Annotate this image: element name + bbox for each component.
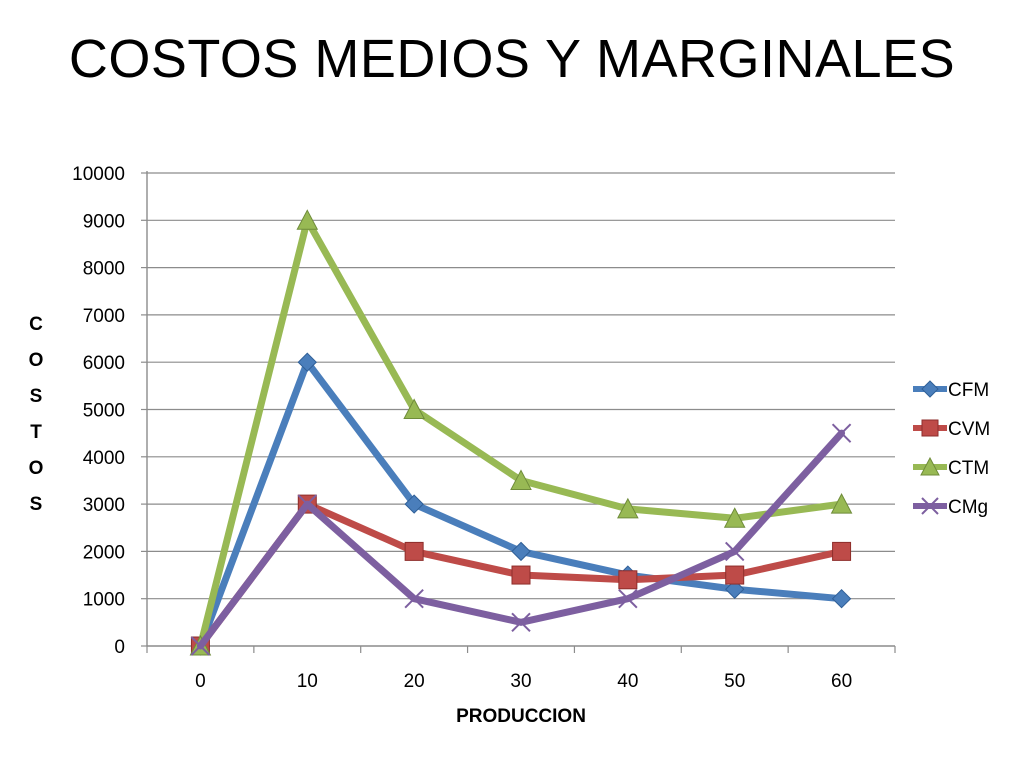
legend-item: CTM <box>913 456 989 479</box>
marker-x <box>725 541 745 562</box>
marker-square <box>511 565 531 585</box>
marker-square <box>618 570 638 590</box>
marker-x <box>404 588 424 609</box>
y-tick-label: 0 <box>114 637 125 658</box>
y-tick-label: 3000 <box>83 495 125 516</box>
x-tick-label: 60 <box>831 671 852 692</box>
y-tick-label: 10000 <box>72 164 125 185</box>
marker-x-stroke <box>190 636 211 656</box>
series-layer <box>189 209 853 656</box>
marker-x-stroke <box>921 497 939 515</box>
marker-x-stroke <box>618 588 638 609</box>
legend-label: CTM <box>948 458 989 479</box>
legend-item: CMg <box>913 497 988 518</box>
y-tick-label: 4000 <box>83 448 125 469</box>
marker-diamond <box>404 494 424 514</box>
marker-x <box>921 497 939 515</box>
marker-x-stroke <box>511 612 531 633</box>
y-tick-label: 5000 <box>83 401 125 422</box>
y-tick-label: 2000 <box>83 542 125 563</box>
marker-triangle <box>920 456 940 476</box>
marker-triangle <box>723 507 746 528</box>
marker-square <box>832 541 852 561</box>
marker-triangle <box>510 469 532 490</box>
legend-item: CVM <box>913 419 990 440</box>
y-tick-label: 7000 <box>83 306 125 327</box>
marker-x-stroke <box>831 423 852 443</box>
legend-label: CFM <box>948 380 989 401</box>
marker-triangle <box>296 209 319 230</box>
y-tick-label: 9000 <box>83 211 125 232</box>
marker-triangle <box>403 398 425 419</box>
marker-triangle <box>830 493 853 514</box>
y-tick-label: 6000 <box>83 353 125 374</box>
series-line <box>196 429 846 650</box>
marker-square <box>921 419 939 437</box>
marker-x <box>297 494 317 514</box>
marker-diamond <box>725 579 745 599</box>
x-tick-labels: 0 10 20 30 40 50 60 <box>195 671 852 692</box>
y-tick-label: 1000 <box>83 590 125 611</box>
marker-triangle <box>617 497 639 519</box>
marker-x <box>618 588 638 609</box>
series-cmg <box>190 423 852 656</box>
x-tick-label: 0 <box>195 671 206 692</box>
marker-x <box>511 612 531 633</box>
legend-label: CMg <box>948 497 988 518</box>
marker-x-stroke <box>404 588 424 609</box>
marker-x <box>190 636 211 656</box>
marker-diamond <box>511 541 531 562</box>
y-tick-labels: 0 1000 2000 3000 4000 5000 6000 7000 8000 9000 100… <box>72 164 125 658</box>
legend-label: CVM <box>948 419 990 440</box>
legend: CFM CVM CTM CMg <box>913 380 990 518</box>
x-tick-label: 30 <box>510 671 531 692</box>
legend-item: CFM <box>913 380 989 401</box>
marker-diamond <box>921 380 939 398</box>
marker-diamond <box>831 588 852 609</box>
marker-square <box>725 565 745 585</box>
gridlines <box>147 172 895 600</box>
x-axis-title: PRODUCCION <box>456 706 586 727</box>
x-tick-label: 40 <box>617 671 638 692</box>
x-tick-label: 10 <box>297 671 318 692</box>
y-tick-label: 8000 <box>83 259 125 280</box>
x-tick-label: 50 <box>724 671 745 692</box>
marker-x-stroke <box>297 494 317 514</box>
axes <box>141 171 896 653</box>
marker-x-stroke <box>725 541 745 562</box>
marker-square <box>404 541 424 561</box>
marker-x <box>831 423 852 443</box>
slide-title: COSTOS MEDIOS Y MARGINALES <box>68 29 956 89</box>
x-tick-label: 20 <box>404 671 425 692</box>
marker-diamond <box>297 352 317 372</box>
